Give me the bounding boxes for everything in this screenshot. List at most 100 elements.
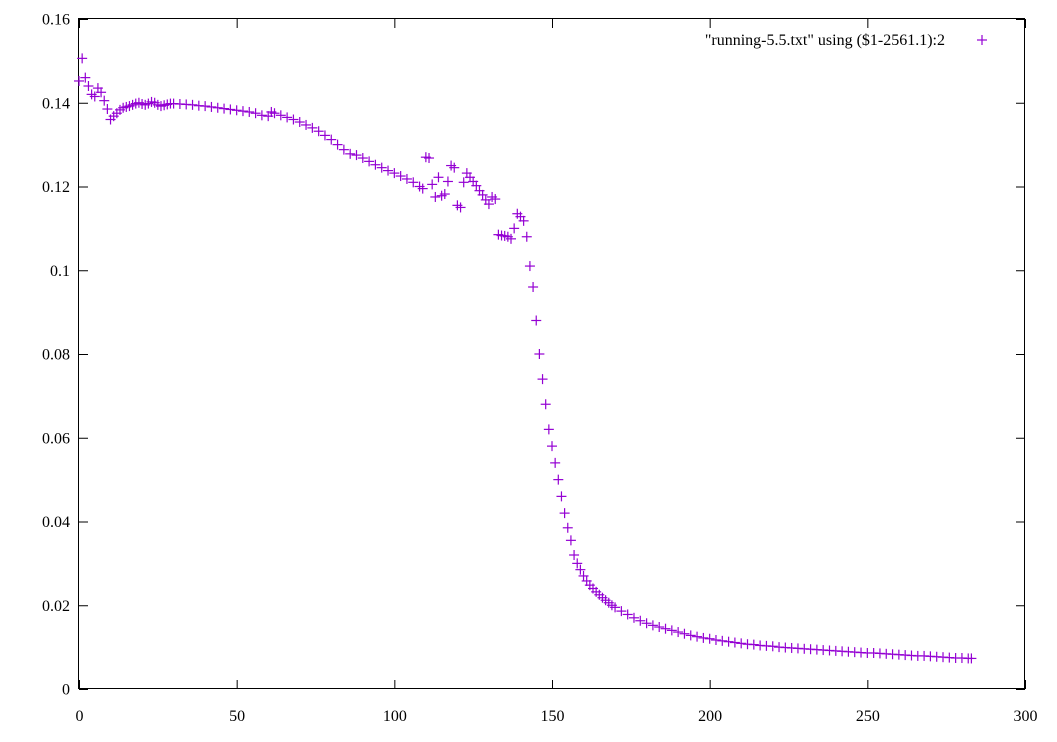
legend-marker-plus bbox=[977, 35, 987, 45]
data-point bbox=[556, 491, 567, 502]
data-point bbox=[401, 173, 412, 184]
data-point bbox=[206, 101, 217, 112]
x-tick-label: 50 bbox=[229, 708, 245, 725]
data-point bbox=[471, 180, 482, 191]
data-point bbox=[483, 199, 494, 210]
data-point bbox=[534, 349, 545, 359]
data-point bbox=[200, 101, 211, 112]
legend-marker bbox=[977, 35, 987, 45]
data-point bbox=[231, 105, 242, 116]
x-axis-ticks: 0 50 100 150 200 250 300 bbox=[76, 19, 1038, 725]
data-point bbox=[256, 110, 267, 121]
data-point bbox=[565, 535, 576, 546]
y-tick-label: 0.14 bbox=[42, 95, 70, 112]
data-point bbox=[748, 639, 759, 650]
data-point bbox=[550, 457, 561, 468]
data-point bbox=[622, 609, 633, 620]
x-tick-label: 150 bbox=[541, 708, 565, 725]
data-point bbox=[528, 282, 539, 292]
data-point bbox=[225, 104, 236, 115]
data-point bbox=[524, 261, 535, 272]
y-tick-label: 0.12 bbox=[42, 179, 70, 196]
data-point bbox=[364, 156, 375, 167]
legend-label: "running-5.5.txt" using ($1-2561.1):2 bbox=[705, 32, 945, 49]
data-point bbox=[338, 144, 349, 155]
y-tick-label: 0.06 bbox=[42, 430, 70, 447]
data-point bbox=[345, 148, 356, 159]
data-point bbox=[89, 91, 100, 102]
data-point bbox=[562, 522, 573, 533]
data-point bbox=[641, 618, 652, 629]
data-point bbox=[458, 177, 469, 188]
data-point bbox=[521, 231, 532, 242]
data-point bbox=[307, 122, 318, 133]
data-point bbox=[417, 183, 428, 194]
data-point bbox=[736, 638, 747, 649]
data-point bbox=[569, 550, 580, 560]
data-point bbox=[692, 631, 703, 642]
data-point bbox=[351, 150, 362, 161]
data-point bbox=[635, 615, 646, 626]
data-point bbox=[559, 508, 570, 519]
data-point bbox=[187, 99, 198, 110]
data-point bbox=[572, 558, 583, 569]
data-point bbox=[332, 139, 343, 150]
data-point bbox=[395, 171, 406, 182]
x-tick-label: 250 bbox=[856, 708, 880, 725]
y-tick-label: 0.16 bbox=[42, 12, 70, 29]
data-point bbox=[442, 176, 453, 187]
data-point bbox=[616, 606, 627, 617]
data-point bbox=[509, 223, 520, 234]
data-point bbox=[698, 632, 709, 643]
data-point bbox=[370, 159, 381, 170]
data-point bbox=[767, 641, 778, 652]
data-point bbox=[685, 630, 696, 641]
data-point bbox=[294, 117, 305, 128]
x-tick-label: 300 bbox=[1014, 708, 1038, 725]
data-point bbox=[654, 622, 665, 633]
data-point bbox=[553, 474, 564, 485]
data-point bbox=[301, 119, 312, 130]
data-point bbox=[102, 104, 113, 115]
data-point bbox=[383, 165, 394, 176]
data-point bbox=[250, 108, 261, 119]
data-point bbox=[575, 564, 586, 575]
data-point bbox=[357, 153, 368, 164]
data-point bbox=[424, 153, 435, 164]
y-tick-label: 0.1 bbox=[50, 263, 70, 280]
data-point bbox=[99, 95, 110, 106]
data-point bbox=[319, 130, 330, 141]
data-point bbox=[77, 53, 88, 64]
data-point bbox=[455, 202, 466, 213]
data-point bbox=[518, 215, 529, 226]
data-point bbox=[506, 233, 517, 244]
y-tick-label: 0 bbox=[62, 682, 70, 699]
data-point bbox=[408, 177, 419, 188]
data-point bbox=[543, 424, 554, 435]
data-point bbox=[723, 636, 734, 647]
data-point bbox=[679, 628, 690, 639]
data-point bbox=[430, 191, 441, 202]
data-point bbox=[660, 623, 671, 634]
data-point bbox=[313, 126, 324, 137]
data-point bbox=[389, 168, 400, 179]
data-point bbox=[96, 87, 107, 98]
data-point bbox=[537, 374, 548, 385]
data-point bbox=[288, 114, 299, 125]
y-axis-ticks: 0 0.02 0.04 0.06 0.08 0.1 0.12 0.14 0.16 bbox=[42, 12, 1025, 699]
data-point bbox=[666, 625, 677, 636]
data-point bbox=[531, 315, 542, 326]
x-tick-label: 0 bbox=[76, 708, 84, 725]
data-point bbox=[74, 75, 84, 86]
data-point bbox=[275, 110, 286, 121]
data-point bbox=[269, 108, 280, 119]
data-point bbox=[244, 106, 255, 117]
data-point bbox=[490, 194, 501, 205]
data-point bbox=[80, 72, 91, 83]
y-tick-label: 0.02 bbox=[42, 598, 70, 615]
y-tick-label: 0.04 bbox=[42, 514, 70, 531]
data-point bbox=[433, 172, 444, 183]
data-point bbox=[628, 612, 639, 623]
data-point bbox=[578, 570, 589, 581]
